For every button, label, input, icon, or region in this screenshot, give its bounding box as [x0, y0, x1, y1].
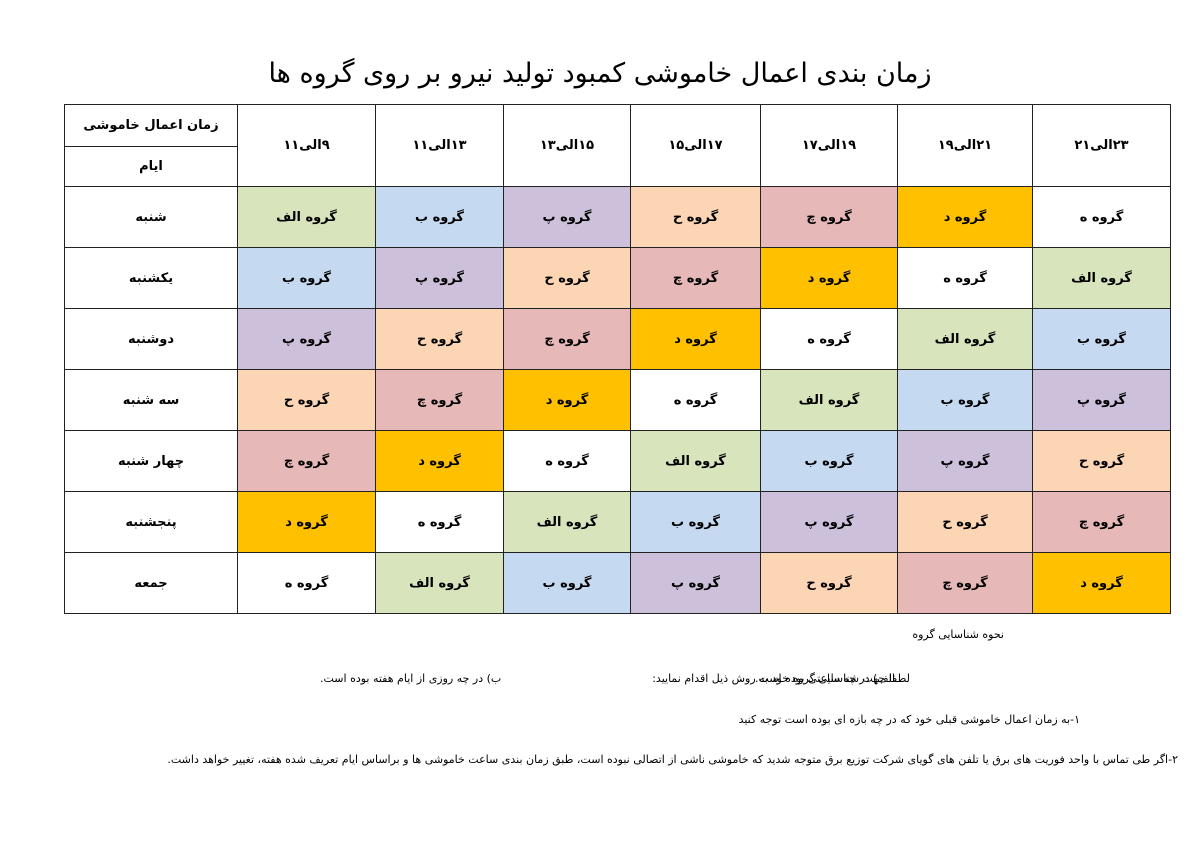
group-cell: گروه ح: [630, 186, 761, 248]
group-cell: گروه ح: [237, 369, 376, 431]
group-cell: گروه د: [503, 369, 631, 431]
group-cell: گروه د: [237, 491, 376, 553]
group-cell: گروه ه: [630, 369, 761, 431]
time-slot-header: ۹الی۱۱: [237, 104, 376, 187]
group-cell: گروه د: [1032, 552, 1171, 614]
group-cell: گروه ب: [1032, 308, 1171, 370]
table-row: گروه ه گروه د گروه چ گروه ح گروه پ گروه ب گروه…: [64, 186, 1171, 248]
group-cell: گروه ب: [760, 430, 898, 492]
group-cell: گروه پ: [503, 186, 631, 248]
group-cell: گروه د: [375, 430, 504, 492]
group-cell: گروه ح: [375, 308, 504, 370]
group-cell: گروه چ: [503, 308, 631, 370]
group-cell: گروه چ: [630, 247, 761, 309]
corner-header-days: ایام: [64, 146, 238, 187]
group-cell: گروه ب: [630, 491, 761, 553]
time-slot-header: ۲۳الی۲۱: [1032, 104, 1171, 187]
group-cell: گروه ب: [503, 552, 631, 614]
time-slot-header: ۱۷الی۱۵: [630, 104, 761, 187]
schedule-rows: گروه ه گروه د گروه چ گروه ح گروه پ گروه ب گروه…: [64, 186, 1171, 614]
group-cell: گروه ب: [375, 186, 504, 248]
group-cell: گروه پ: [897, 430, 1033, 492]
day-label: پنجشنبه: [64, 491, 238, 553]
group-cell: گروه الف: [760, 369, 898, 431]
group-cell: گروه ه: [237, 552, 376, 614]
page-title: زمان بندی اعمال خاموشی کمبود تولید نیرو …: [268, 58, 932, 89]
group-cell: گروه ب: [897, 369, 1033, 431]
group-cell: گروه پ: [375, 247, 504, 309]
group-cell: گروه ه: [1032, 186, 1171, 248]
group-cell: گروه چ: [375, 369, 504, 431]
day-label: دوشنبه: [64, 308, 238, 370]
group-cell: گروه چ: [237, 430, 376, 492]
group-cell: گروه چ: [897, 552, 1033, 614]
group-cell: گروه د: [630, 308, 761, 370]
group-cell: گروه ه: [897, 247, 1033, 309]
day-label: سه شنبه: [64, 369, 238, 431]
time-slot-header: ۱۳الی۱۱: [375, 104, 504, 187]
notes-option-b: ب) در چه روزی از ایام هفته بوده است.: [320, 672, 502, 685]
group-cell: گروه د: [897, 186, 1033, 248]
group-cell: گروه د: [760, 247, 898, 309]
group-cell: گروه ح: [1032, 430, 1171, 492]
group-cell: گروه الف: [375, 552, 504, 614]
notes-option-a: الف) در چه ساعتی بوده است.: [755, 672, 896, 685]
table-row: گروه الف گروه ه گروه د گروه چ گروه ح گروه پ گر…: [64, 247, 1171, 309]
group-cell: گروه پ: [760, 491, 898, 553]
time-slot-header: ۱۵الی۱۳: [503, 104, 631, 187]
group-cell: گروه الف: [1032, 247, 1171, 309]
day-label: شنبه: [64, 186, 238, 248]
time-slot-header: ۱۹الی۱۷: [760, 104, 898, 187]
group-cell: گروه ح: [760, 552, 898, 614]
notes-item-1: ۱-به زمان اعمال خاموشی قبلی خود که در چه…: [738, 713, 1080, 726]
group-cell: گروه الف: [630, 430, 761, 492]
time-slot-header: ۲۱الی۱۹: [897, 104, 1033, 187]
group-cell: گروه پ: [630, 552, 761, 614]
day-label: یکشنبه: [64, 247, 238, 309]
table-row: گروه چ گروه ح گروه پ گروه ب گروه الف گروه ه گر…: [64, 491, 1171, 553]
blackout-schedule-table: ۲۳الی۲۱ ۲۱الی۱۹ ۱۹الی۱۷ ۱۷الی۱۵ ۱۵الی۱۳ …: [64, 104, 1171, 614]
group-cell: گروه ه: [760, 308, 898, 370]
notes-instruction: لطفا جهت شناسایی گروه خود به روش ذیل اقد…: [652, 672, 910, 685]
group-cell: گروه پ: [237, 308, 376, 370]
group-cell: گروه ح: [897, 491, 1033, 553]
table-row: گروه د گروه چ گروه ح گروه پ گروه ب گروه الف گر…: [64, 552, 1171, 614]
notes-item-2: ۲-اگر طی تماس با واحد فوریت های برق یا ت…: [167, 753, 1178, 766]
notes-heading: نحوه شناسایی گروه: [912, 628, 1004, 641]
group-cell: گروه چ: [760, 186, 898, 248]
group-cell: گروه ه: [375, 491, 504, 553]
group-cell: گروه الف: [237, 186, 376, 248]
table-row: گروه پ گروه ب گروه الف گروه ه گروه د گروه چ گر…: [64, 369, 1171, 431]
day-label: چهار شنبه: [64, 430, 238, 492]
header-row: ۲۳الی۲۱ ۲۱الی۱۹ ۱۹الی۱۷ ۱۷الی۱۵ ۱۵الی۱۳ …: [64, 104, 1171, 187]
group-cell: گروه ح: [503, 247, 631, 309]
group-cell: گروه الف: [503, 491, 631, 553]
group-cell: گروه الف: [897, 308, 1033, 370]
day-label: جمعه: [64, 552, 238, 614]
header-row-days: ایام: [64, 146, 1171, 187]
table-row: گروه ب گروه الف گروه ه گروه د گروه چ گروه ح گر…: [64, 308, 1171, 370]
group-cell: گروه ب: [237, 247, 376, 309]
group-cell: گروه ه: [503, 430, 631, 492]
corner-header-time: زمان اعمال خاموشی: [64, 104, 238, 147]
group-cell: گروه چ: [1032, 491, 1171, 553]
group-cell: گروه پ: [1032, 369, 1171, 431]
table-row: گروه ح گروه پ گروه ب گروه الف گروه ه گروه د گر…: [64, 430, 1171, 492]
